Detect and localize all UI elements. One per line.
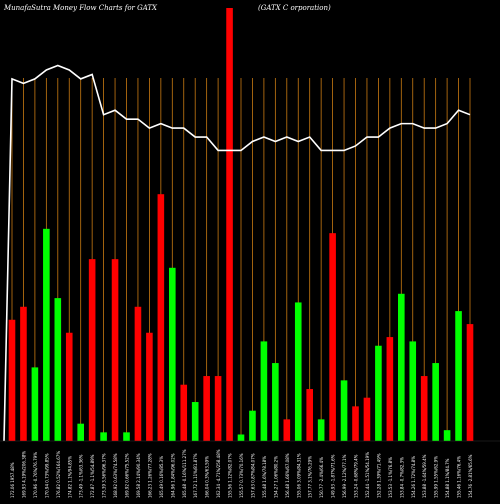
money-flow-bar	[466, 324, 474, 441]
money-flow-bar	[283, 419, 291, 441]
x-tick-label: 166.04 0.3%/63.59%	[205, 456, 210, 498]
money-flow-bar	[455, 311, 462, 441]
money-flow-bar	[272, 363, 279, 441]
money-flow-bar	[203, 376, 210, 441]
money-flow-bar	[249, 410, 256, 441]
x-tick-label: 166.23 1.26%/77.28%	[147, 453, 152, 498]
x-tick-label: 149.93 -1.87%/71.6%	[331, 454, 336, 498]
x-tick-label: 169.58 2.14%/90.34%	[136, 453, 141, 498]
price-line	[3, 64, 471, 442]
x-tick-label: 173.49 -1.1%/63.36%	[79, 454, 84, 498]
money-flow-bar	[420, 376, 428, 441]
money-flow-bar	[54, 298, 62, 441]
money-flow-bar	[375, 345, 382, 441]
x-tick-label: 155.57 0.73%/70.16%	[239, 453, 244, 498]
chart-subtitle: (GATX C orporation)	[258, 4, 331, 12]
x-tick-label: 156.48 1.66%/67.08%	[285, 453, 290, 498]
money-flow-bar	[146, 332, 153, 441]
x-tick-label: 152.44 -1.51%/54.19%	[365, 452, 370, 498]
x-tick-label: 170.94 0.73%/99.85%	[44, 453, 49, 498]
money-flow-bar	[352, 406, 359, 441]
x-tick-label: 164.96 1.84%/96.02%	[170, 453, 175, 498]
money-flow-bar	[123, 432, 130, 441]
money-flow-bar	[65, 332, 73, 441]
x-tick-label: 176.82 0.52%/164.67%	[56, 451, 61, 498]
money-flow-bar	[294, 302, 302, 441]
money-flow-bar	[88, 259, 96, 441]
money-flow-bar	[398, 293, 405, 441]
money-flow-bar	[329, 233, 336, 441]
x-tick-label: 154.26 1.72%/74.8%	[411, 456, 416, 498]
money-flow-bar	[100, 432, 107, 441]
money-flow-bar	[43, 228, 50, 441]
money-flow-bar	[111, 259, 119, 441]
x-tick-label: 170.96 -0.76%/76.79%	[33, 452, 38, 498]
x-tick-label: 174.82 1.1%/94.85%	[67, 456, 72, 498]
money-flow-bar	[157, 194, 165, 441]
x-tick-label: 173.39 3.56%/96.37%	[102, 453, 107, 498]
x-tick-label: 169.93 4.19%/206.38%	[21, 451, 26, 498]
x-tick-label: 154.88 1.1%/84.7%	[445, 458, 450, 498]
money-flow-bar	[340, 380, 348, 441]
money-flow-bar	[306, 389, 313, 441]
x-tick-label: 167.72 1.11%/81.87%	[193, 453, 198, 498]
chart-title: MunafaSutra Money Flow Charts for GATX	[3, 4, 158, 12]
x-tick-label: 172.06 1957.48%	[10, 462, 15, 498]
money-flow-bar	[317, 419, 325, 441]
x-tick-label: 155.06 3.09%/84.31%	[296, 453, 301, 498]
x-tick-label: 155.56 1.12%/82.07%	[228, 453, 233, 498]
x-tick-label: 168.92 0.63%/74.58%	[113, 453, 118, 498]
x-tick-label: 150.77 -2.4%/66.4%	[319, 457, 324, 498]
money-flow-bar	[77, 423, 84, 441]
x-tick-label: 157.63 0.87%/84.07%	[250, 453, 255, 498]
x-tick-label: 172.87 -1.1%/54.89%	[90, 454, 95, 498]
money-flow-bar	[432, 363, 439, 441]
x-tick-label: 154.76 -2.81%/65.6%	[468, 454, 473, 498]
x-tick-label: 162.34 -4.71%/258.48%	[216, 449, 221, 498]
money-flow-bar	[363, 397, 371, 441]
money-flow-bar	[31, 367, 39, 441]
money-flow-bar	[409, 341, 417, 441]
x-tick-label: 157.77 3.1%/76.29%	[308, 456, 313, 498]
bars	[8, 8, 474, 442]
money-flow-bar	[260, 341, 268, 441]
money-flow-bar	[169, 267, 176, 441]
x-tick-label: 153.84 -0.7%/82.3%	[399, 457, 404, 498]
money-flow-bar	[226, 8, 233, 441]
x-tick-label: 169.92 0.66%/75.52%	[125, 453, 130, 498]
money-flow-bar	[443, 430, 451, 442]
x-axis: 172.06 1957.48% 169.93 4.19%/206.38% 170.9…	[0, 440, 500, 498]
money-flow-bar	[191, 402, 199, 441]
price-line-group	[3, 64, 471, 442]
money-flow-bar	[214, 376, 222, 441]
x-tick-label: 153.24 -0.68%/79.4%	[354, 454, 359, 498]
money-flow-bar	[134, 306, 142, 441]
x-tick-label: 165.49 0.16%/85.3%	[159, 456, 164, 498]
x-tick-label: 153.53 -1.1%/76.8%	[388, 457, 393, 498]
x-tick-label: 155.48 1.6%/78.18%	[262, 456, 267, 498]
x-tick-label: 155.99 1.55%/62.9%	[434, 456, 439, 498]
x-tick-label: 153.88 -1.64%/59.4%	[422, 454, 427, 498]
money-flow-bar	[180, 384, 188, 441]
money-flow-bar	[8, 319, 16, 441]
money-flow-bar	[386, 337, 394, 441]
money-flow-bar	[237, 434, 245, 441]
money-flow-bar	[20, 306, 27, 441]
x-tick-label: 156.99 -2.12%/77.1%	[342, 454, 347, 498]
x-tick-label: 152.28 1.39%/71.49%	[376, 453, 381, 498]
x-tick-label: 154.27 1.06%/80.2%	[273, 456, 278, 498]
x-tick-label: 155.46 1.16%/76.4%	[457, 456, 462, 498]
x-tick-label: 165.48 -0.16%/111.27%	[182, 449, 187, 498]
